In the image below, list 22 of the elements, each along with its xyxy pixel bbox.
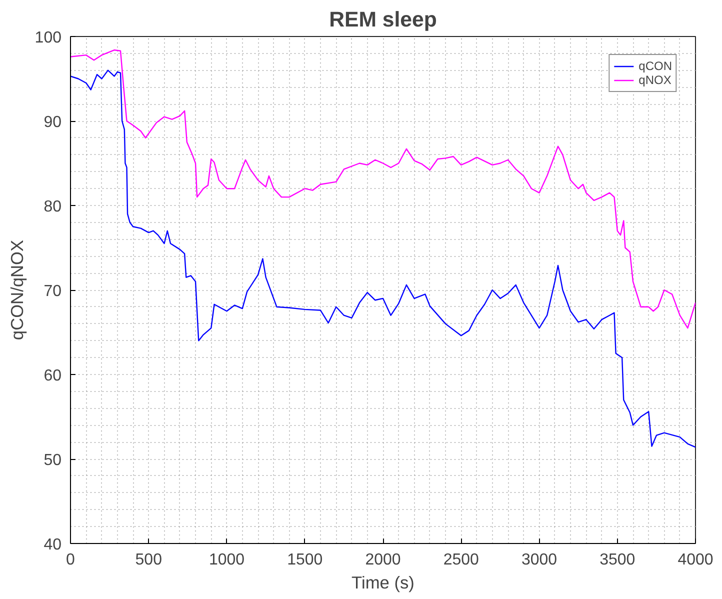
- x-axis-title: Time (s): [352, 572, 414, 592]
- y-tick-label: 90: [44, 114, 62, 131]
- chart-title: REM sleep: [329, 8, 437, 32]
- y-tick-label: 40: [44, 536, 62, 554]
- x-tick-label: 500: [135, 552, 162, 568]
- x-tick-label: 2000: [365, 552, 401, 568]
- x-tick-label: 3500: [600, 552, 636, 568]
- x-tick-label: 4000: [678, 552, 714, 568]
- y-tick-label: 50: [44, 452, 62, 469]
- y-tick-label: 70: [44, 283, 62, 300]
- y-axis-title: qCON/qNOX: [6, 239, 27, 340]
- x-tick-label: 2500: [443, 552, 480, 568]
- y-tick-label: 60: [44, 368, 62, 384]
- x-tick-label: 1000: [208, 552, 245, 568]
- x-tick-label: 1500: [287, 552, 323, 568]
- x-tick-label: 3000: [521, 552, 558, 568]
- legend-label: qCON: [638, 59, 672, 73]
- line-series: [70, 49, 696, 329]
- legend-label: qNOX: [638, 73, 672, 87]
- y-tick-label: 100: [34, 30, 62, 46]
- x-tick-label: 0: [66, 552, 76, 568]
- y-tick-label: 80: [44, 198, 62, 216]
